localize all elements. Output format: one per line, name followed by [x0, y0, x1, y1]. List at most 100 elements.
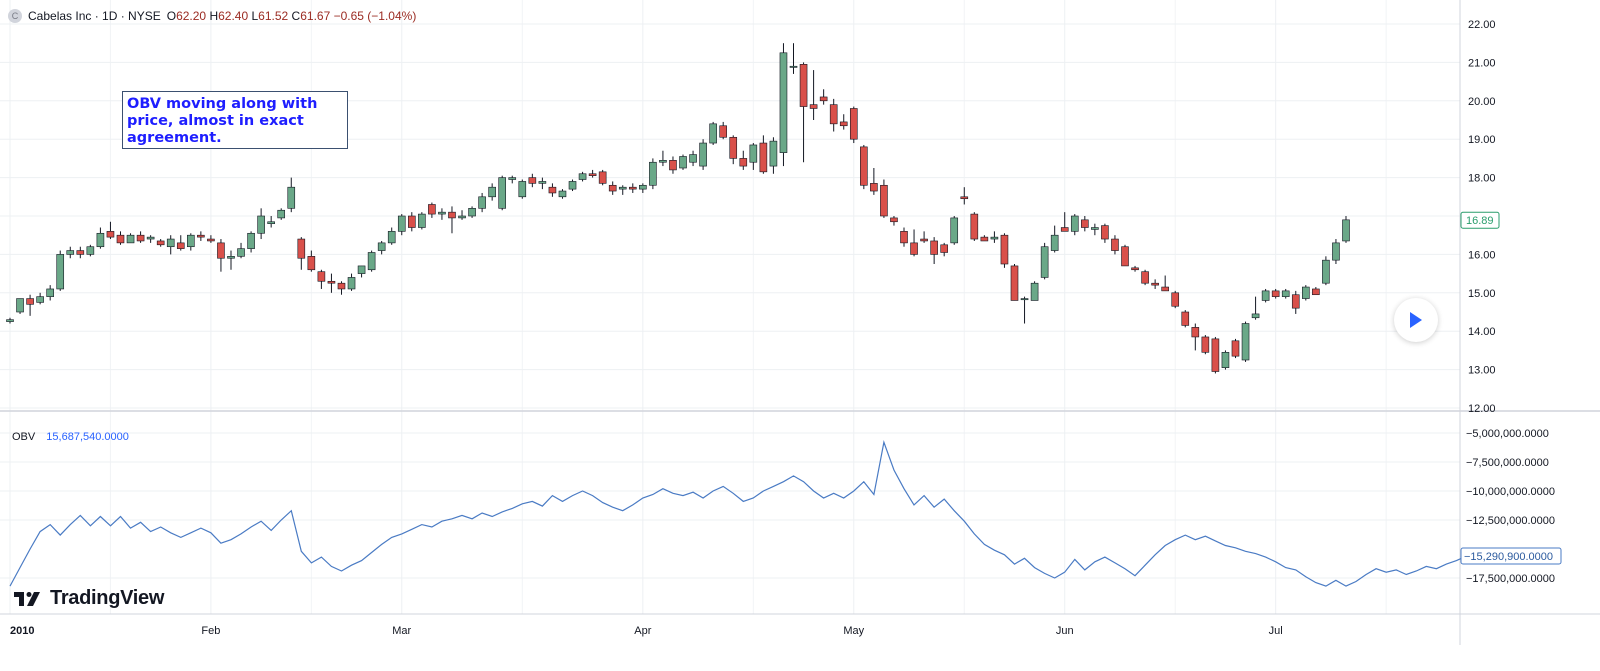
- candle-body: [719, 125, 727, 138]
- obv-tick-label: −7,500,000.0000: [1466, 457, 1549, 469]
- candle-body: [528, 177, 537, 184]
- obv-indicator-value: 15,687,540.0000: [46, 431, 129, 443]
- candle-body: [86, 246, 95, 255]
- candle-body: [448, 211, 456, 219]
- candle-body: [438, 211, 446, 215]
- obv-axis: −5,000,000.0000 −7,500,000.0000 −10,000,00…: [1466, 428, 1555, 585]
- candle-body: [287, 186, 296, 209]
- candle-body: [1271, 290, 1280, 297]
- candle-body: [1281, 290, 1290, 297]
- candle-body: [1261, 290, 1270, 301]
- last-price-label: 16.89: [1466, 215, 1494, 227]
- candle-body: [849, 108, 858, 140]
- symbol-title: Cabelas Inc · 1D · NYSE: [28, 9, 161, 23]
- candle-body: [307, 256, 316, 271]
- candle-body: [1010, 265, 1019, 301]
- watermark-text: TradingView: [50, 587, 165, 609]
- time-tick-label: Jul: [1269, 625, 1283, 637]
- candle-body: [950, 217, 959, 244]
- candle-body: [297, 238, 306, 259]
- candle-body: [1030, 282, 1039, 301]
- candle-body: [789, 65, 798, 68]
- price-tick-label: 15.00: [1468, 288, 1496, 300]
- last-value-labels: 16.89 −15,290,900.0000: [1460, 211, 1562, 565]
- last-obv-box: [1460, 547, 1562, 565]
- candle-body: [960, 196, 969, 200]
- tradingview-logo-icon: [14, 591, 40, 606]
- candle-body: [900, 231, 908, 244]
- candle-body: [347, 277, 356, 290]
- candle-body: [608, 184, 617, 192]
- candle-body: [1342, 219, 1350, 242]
- candle-body: [860, 146, 868, 186]
- candle-body: [1181, 311, 1190, 326]
- play-button[interactable]: [1394, 298, 1438, 342]
- candle-body: [488, 186, 496, 198]
- obv-tick-label: −10,000,000.0000: [1466, 486, 1555, 498]
- candle-body: [16, 298, 24, 313]
- candle-body: [940, 244, 948, 253]
- candle-body: [809, 104, 818, 109]
- price-tick-label: 12.00: [1468, 403, 1496, 415]
- candle-body: [1141, 271, 1149, 284]
- candle-body: [749, 144, 758, 163]
- candle-body: [759, 142, 768, 173]
- candle-body: [729, 136, 738, 159]
- candle-body: [779, 52, 788, 153]
- price-tick-label: 18.00: [1468, 173, 1496, 185]
- candle-body: [46, 288, 54, 297]
- time-tick-label: May: [843, 625, 864, 637]
- candle-body: [1241, 323, 1250, 361]
- candle-body: [890, 217, 898, 223]
- candle-body: [679, 156, 687, 169]
- close-label: C: [291, 9, 301, 23]
- candle-body: [1101, 225, 1109, 240]
- candle-body: [649, 161, 657, 186]
- candle-body: [839, 121, 848, 127]
- candle-body: [568, 181, 577, 190]
- obv-line: [9, 440, 1467, 587]
- candle-body: [277, 209, 286, 219]
- candle-body: [1161, 286, 1169, 292]
- time-axis: 2010 Feb Mar Apr May Jun Jul: [10, 625, 1283, 637]
- candle-body: [116, 234, 125, 244]
- candle-body: [980, 236, 989, 242]
- candle-body: [418, 213, 426, 228]
- candle-body: [598, 171, 607, 184]
- candle-body: [920, 238, 928, 242]
- candle-body: [377, 242, 386, 251]
- candle-body: [990, 236, 999, 240]
- symbol-logo-icon: C: [8, 9, 22, 23]
- candlestick-series: [6, 43, 1350, 374]
- obv-legend-header: OBV 15,687,540.0000: [12, 431, 129, 443]
- candle-body: [237, 248, 245, 257]
- candle-body: [367, 252, 376, 271]
- candle-body: [36, 296, 44, 303]
- annotation-text-box[interactable]: OBV moving along with price, almost in e…: [122, 91, 348, 149]
- obv-tick-label: −12,500,000.0000: [1466, 515, 1555, 527]
- candle-body: [337, 282, 346, 290]
- candle-body: [709, 123, 717, 144]
- candle-body: [1020, 298, 1029, 301]
- obv-indicator-name: OBV: [12, 431, 36, 443]
- high-label: H: [209, 9, 219, 23]
- candle-body: [387, 231, 396, 244]
- tradingview-watermark[interactable]: TradingView: [14, 587, 164, 610]
- candle-body: [829, 104, 838, 125]
- candle-body: [176, 242, 185, 249]
- candle-body: [1000, 234, 1009, 265]
- candle-body: [1060, 227, 1069, 232]
- candle-body: [76, 250, 85, 255]
- candle-body: [799, 64, 808, 107]
- candle-body: [1111, 238, 1119, 251]
- price-tick-label: 16.00: [1468, 249, 1496, 261]
- candle-body: [197, 234, 205, 238]
- candle-body: [407, 215, 416, 228]
- candle-body: [689, 154, 697, 163]
- candle-body: [588, 173, 597, 176]
- candle-body: [247, 232, 255, 249]
- candle-body: [166, 238, 175, 248]
- candle-body: [1302, 286, 1310, 299]
- open-value: 62.20: [176, 9, 207, 23]
